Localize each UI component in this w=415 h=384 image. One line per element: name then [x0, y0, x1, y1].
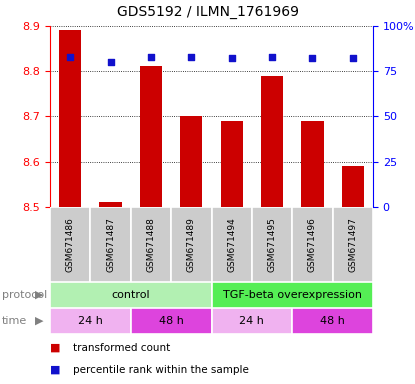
Text: percentile rank within the sample: percentile rank within the sample [73, 365, 249, 375]
Text: GSM671494: GSM671494 [227, 217, 236, 272]
Point [269, 53, 276, 60]
Text: GDS5192 / ILMN_1761969: GDS5192 / ILMN_1761969 [117, 5, 298, 20]
Bar [333, 207, 373, 282]
Text: GSM671496: GSM671496 [308, 217, 317, 272]
Bar [261, 76, 283, 207]
Bar [50, 282, 212, 308]
Text: 24 h: 24 h [239, 316, 264, 326]
Bar [131, 207, 171, 282]
Bar [212, 308, 292, 334]
Text: GSM671489: GSM671489 [187, 217, 196, 272]
Bar [131, 308, 212, 334]
Text: GSM671488: GSM671488 [146, 217, 156, 272]
Text: ■: ■ [50, 365, 61, 375]
Bar [50, 308, 131, 334]
Text: time: time [2, 316, 27, 326]
Bar [292, 308, 373, 334]
Text: GSM671487: GSM671487 [106, 217, 115, 272]
Point [349, 55, 356, 61]
Bar [100, 202, 122, 207]
Text: GSM671495: GSM671495 [268, 217, 276, 272]
Text: ■: ■ [50, 343, 61, 353]
Text: ▶: ▶ [35, 290, 44, 300]
Text: 48 h: 48 h [320, 316, 345, 326]
Text: protocol: protocol [2, 290, 47, 300]
Bar [342, 166, 364, 207]
Text: TGF-beta overexpression: TGF-beta overexpression [223, 290, 362, 300]
Bar [180, 116, 203, 207]
Text: 48 h: 48 h [159, 316, 183, 326]
Bar [212, 282, 373, 308]
Text: transformed count: transformed count [73, 343, 170, 353]
Bar [50, 207, 90, 282]
Text: ▶: ▶ [35, 316, 44, 326]
Point [228, 55, 235, 61]
Bar [140, 66, 162, 207]
Bar [212, 207, 252, 282]
Bar [301, 121, 324, 207]
Text: GSM671497: GSM671497 [348, 217, 357, 272]
Point [107, 59, 114, 65]
Point [309, 55, 316, 61]
Text: 24 h: 24 h [78, 316, 103, 326]
Bar [292, 207, 333, 282]
Text: control: control [112, 290, 150, 300]
Bar [59, 30, 81, 207]
Bar [171, 207, 212, 282]
Text: GSM671486: GSM671486 [66, 217, 75, 272]
Bar [90, 207, 131, 282]
Point [148, 53, 154, 60]
Bar [252, 207, 292, 282]
Point [67, 53, 73, 60]
Bar [221, 121, 243, 207]
Point [188, 53, 195, 60]
